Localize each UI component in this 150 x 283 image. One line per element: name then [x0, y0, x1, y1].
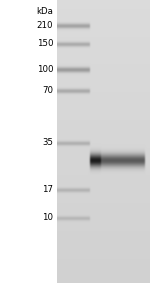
Text: 35: 35	[42, 138, 53, 147]
Text: 10: 10	[42, 213, 53, 222]
Text: 100: 100	[37, 65, 53, 74]
Text: 17: 17	[42, 185, 53, 194]
Text: 210: 210	[37, 21, 53, 30]
Text: 150: 150	[37, 39, 53, 48]
Text: 70: 70	[42, 86, 53, 95]
Text: kDa: kDa	[36, 7, 53, 16]
